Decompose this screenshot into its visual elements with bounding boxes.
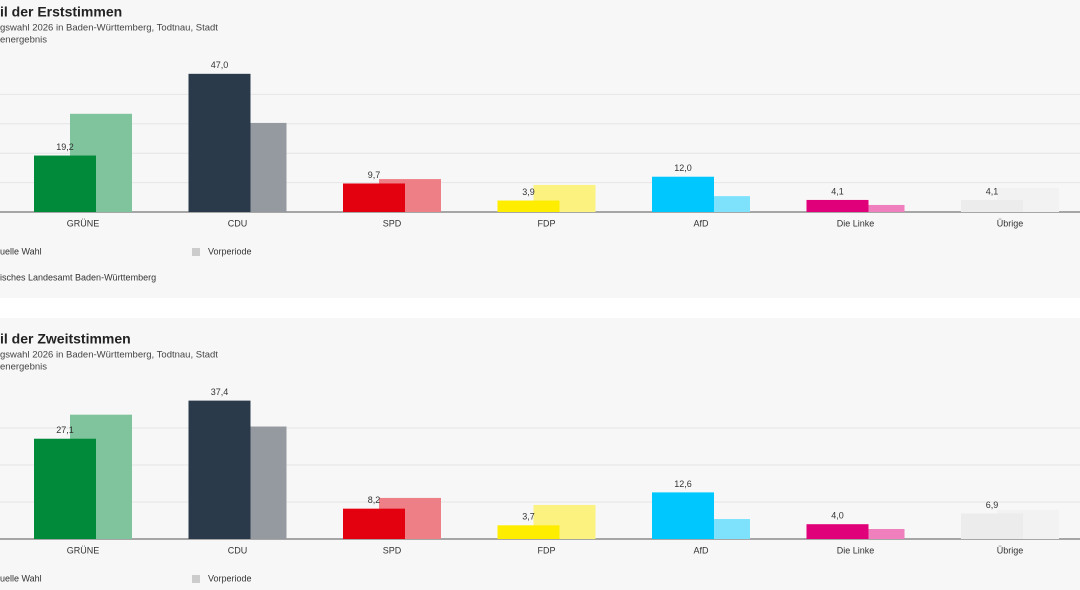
value-label: 19,2 [56,142,74,152]
legend-swatch [192,248,200,256]
bar [961,513,1023,539]
chart-note: energebnis [0,362,47,373]
bar [343,508,405,539]
legend-label: uelle Wahl [0,573,42,583]
value-label: 3,9 [522,187,535,197]
bar [34,155,96,212]
legend-label: uelle Wahl [0,246,42,256]
x-tick-label: Übrige [997,218,1024,228]
bar [188,73,251,212]
value-label: 4,0 [831,511,844,521]
legend-label: Vorperiode [208,246,252,256]
bar [652,492,714,539]
bar [497,525,560,539]
legend-swatch [192,575,200,583]
x-tick-label: FDP [538,218,556,228]
bar [652,176,714,212]
value-label: 37,4 [211,387,229,397]
value-label: 4,1 [831,186,844,196]
chart-subtitle: gswahl 2026 in Baden-Württemberg, Todtna… [0,350,218,361]
value-label: 8,2 [368,495,381,505]
bar [343,183,405,212]
bar [497,200,560,212]
x-tick-label: SPD [383,218,402,228]
x-tick-label: Übrige [997,545,1024,555]
chart-title: il der Erststimmen [0,4,122,20]
legend-label: Vorperiode [208,573,252,583]
x-tick-label: AfD [693,545,709,555]
x-tick-label: Die Linke [837,218,875,228]
bar [806,524,869,539]
value-label: 27,1 [56,425,74,435]
value-label: 4,1 [986,186,999,196]
x-tick-label: FDP [538,545,556,555]
bar [188,400,251,539]
chart-title: il der Zweitstimmen [0,331,131,347]
panel [0,0,1080,298]
value-label: 9,7 [368,170,381,180]
bar [806,199,869,212]
x-tick-label: GRÜNE [67,218,100,228]
value-label: 12,6 [674,479,692,489]
x-tick-label: SPD [383,545,402,555]
x-tick-label: GRÜNE [67,545,100,555]
bar [842,204,905,212]
x-tick-label: CDU [228,218,248,228]
x-tick-label: AfD [693,218,709,228]
value-label: 12,0 [674,163,692,173]
panel [0,318,1080,590]
value-label: 47,0 [211,60,229,70]
bar [842,529,905,539]
value-label: 6,9 [986,500,999,510]
source: isches Landesamt Baden-Württemberg [0,272,156,282]
x-tick-label: Die Linke [837,545,875,555]
x-tick-label: CDU [228,545,248,555]
value-label: 3,7 [522,512,535,522]
chart-note: energebnis [0,35,47,46]
bar [961,199,1023,212]
bar [34,438,96,539]
chart-subtitle: gswahl 2026 in Baden-Württemberg, Todtna… [0,23,218,34]
